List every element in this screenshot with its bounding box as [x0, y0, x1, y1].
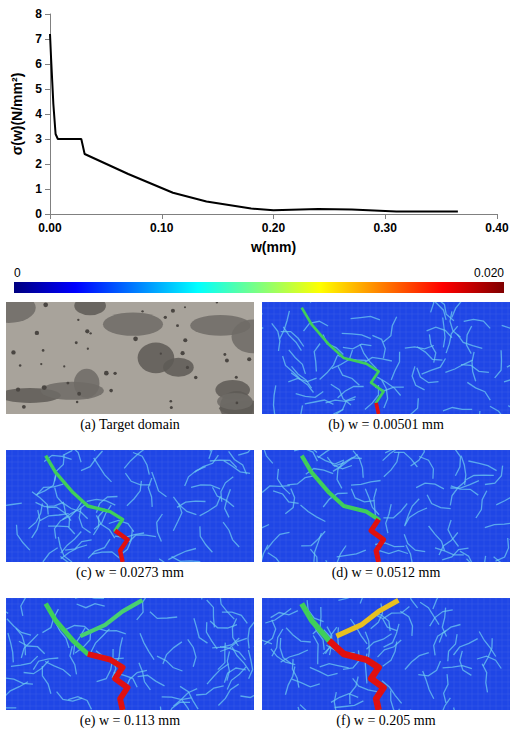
svg-text:0: 0	[35, 207, 42, 221]
svg-text:0.40: 0.40	[485, 221, 509, 235]
svg-text:5: 5	[35, 82, 42, 96]
html-text:(f) w = 0.205 mm: (f) w = 0.205 mm	[336, 713, 436, 728]
svg-text:0.30: 0.30	[374, 221, 398, 235]
html-text:(b) w = 0.00501 mm: (b) w = 0.00501 mm	[328, 417, 444, 432]
svg-text:σ(w)(N/mm²): σ(w)(N/mm²)	[9, 73, 25, 156]
svg-text:1: 1	[35, 182, 42, 196]
svg-text:0.20: 0.20	[262, 221, 286, 235]
html-text:(d) w = 0.0512 mm: (d) w = 0.0512 mm	[331, 565, 441, 580]
html-text:0: 0	[14, 266, 21, 280]
html-text:0.020: 0.020	[474, 266, 504, 280]
svg-text:3: 3	[35, 132, 42, 146]
svg-text:4: 4	[35, 107, 42, 121]
svg-text:0.00: 0.00	[38, 221, 62, 235]
html-text:(e) w = 0.113 mm: (e) w = 0.113 mm	[79, 713, 181, 728]
svg-text:7: 7	[35, 32, 42, 46]
svg-text:6: 6	[35, 57, 42, 71]
html-text:(a) Target domain: (a) Target domain	[80, 417, 180, 432]
html-text:(c) w = 0.0273 mm: (c) w = 0.0273 mm	[76, 565, 184, 580]
svg-text:0.10: 0.10	[150, 221, 174, 235]
svg-text:2: 2	[35, 157, 42, 171]
svg-text:w(mm): w(mm)	[250, 239, 296, 255]
svg-text:8: 8	[35, 7, 42, 21]
